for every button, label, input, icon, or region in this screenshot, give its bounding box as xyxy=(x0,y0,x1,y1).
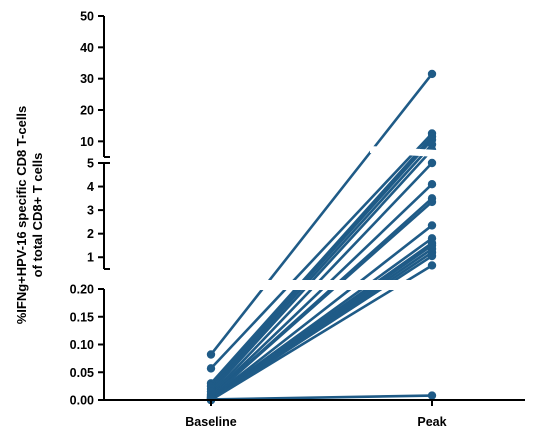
y-tick-label: 2 xyxy=(87,227,94,241)
y-tick-label: 0.20 xyxy=(70,283,94,297)
upper-break-gap xyxy=(370,146,535,163)
baseline-point-1 xyxy=(206,350,216,359)
peak-point-1 xyxy=(427,69,437,79)
x-tick-baseline: Baseline xyxy=(185,415,236,429)
y-tick-label: 50 xyxy=(80,10,94,24)
lower-break-gap xyxy=(110,280,535,290)
pair-line-1 xyxy=(209,73,434,356)
pair-line-6 xyxy=(210,148,433,393)
pair-line-3 xyxy=(210,135,433,385)
axes: 0.00 0.05 0.10 0.15 0.20 1 2 3 4 5 10 20 30 40 50 xyxy=(70,10,525,408)
y-tick-label: 0.00 xyxy=(70,394,94,408)
pair-line-4 xyxy=(210,138,433,387)
x-tick-peak: Peak xyxy=(417,415,446,429)
y-tick-label: 40 xyxy=(80,41,94,55)
y-tick-label: 0.15 xyxy=(70,310,94,324)
pair-line-7 xyxy=(210,162,433,396)
baseline-point-2 xyxy=(206,364,216,373)
pair-line-10 xyxy=(210,200,433,399)
y-tick-label: 10 xyxy=(80,135,94,149)
y-axis-title-line-2: of total CD8+ T cells xyxy=(30,153,45,278)
y-axis-title-line-1: %IFNg+HPV-16 specific CD8 T-cells xyxy=(14,106,29,325)
pair-line-2 xyxy=(210,132,433,370)
peak-point-18 xyxy=(427,261,437,270)
y-tick-label: 20 xyxy=(80,104,94,118)
pair-line-5 xyxy=(210,143,433,390)
axis-break-gaps xyxy=(110,146,535,290)
peak-point-8 xyxy=(427,180,437,189)
peak-point-19 xyxy=(427,391,437,400)
y-tick-label: 5 xyxy=(87,157,94,171)
y-tick-label: 3 xyxy=(87,204,94,218)
pair-line-19 xyxy=(210,394,433,401)
y-tick-label: 1 xyxy=(87,251,94,265)
peak-point-17 xyxy=(427,251,437,261)
pair-line-11 xyxy=(210,224,433,399)
peak-point-11 xyxy=(427,221,437,230)
y-tick-label: 0.10 xyxy=(70,338,94,352)
y-tick-label: 30 xyxy=(80,72,94,86)
peak-point-7 xyxy=(427,158,437,168)
y-tick-label: 0.05 xyxy=(70,366,94,380)
y-tick-label: 4 xyxy=(87,180,94,194)
peak-point-10 xyxy=(427,197,437,207)
series-lines xyxy=(209,73,434,402)
